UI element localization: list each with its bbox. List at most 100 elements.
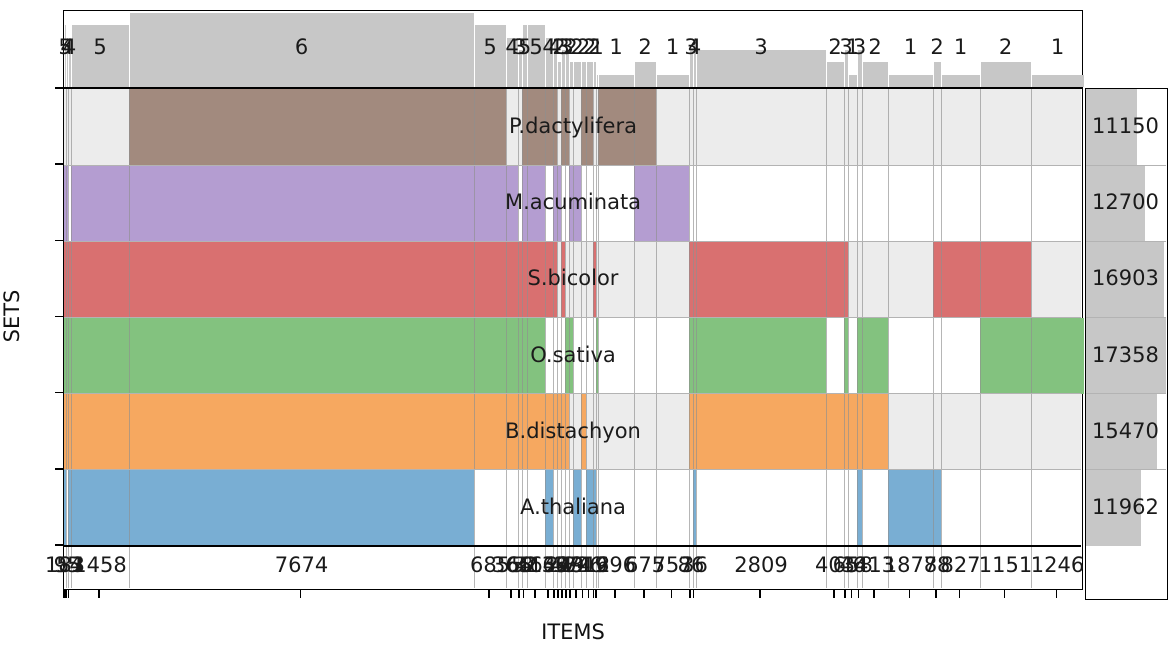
- intersection-degree-bar: [827, 62, 844, 87]
- x-axis-tick: [693, 590, 695, 598]
- membership-cell: [527, 165, 545, 241]
- membership-cell: [862, 318, 888, 394]
- x-axis-tick: [547, 590, 549, 598]
- membership-cell: [129, 89, 474, 165]
- x-axis-tick: [68, 590, 70, 598]
- x-axis-tick: [553, 590, 555, 598]
- y-axis-tick: [55, 163, 63, 165]
- x-axis-tick: [575, 590, 577, 598]
- membership-cell: [474, 89, 506, 165]
- membership-cell: [527, 89, 545, 165]
- membership-cell: [826, 394, 844, 470]
- set-total-label: 15470: [1092, 419, 1166, 443]
- intersection-degree-count: 3: [731, 35, 791, 59]
- x-axis-tick: [1004, 590, 1006, 598]
- membership-cell: [129, 470, 474, 546]
- intersection-degree-bar: [981, 62, 1031, 87]
- intersection-degree-bar: [587, 62, 593, 87]
- x-axis-tick: [671, 590, 673, 598]
- y-axis-tick: [55, 316, 63, 318]
- intersection-degree-bar: [635, 62, 656, 87]
- intersection-degree-count: 1: [1028, 35, 1088, 59]
- membership-cell: [506, 241, 518, 317]
- x-axis-tick: [565, 590, 567, 598]
- intersection-degree-bar: [889, 75, 933, 87]
- column-size-label: 1246: [998, 553, 1118, 577]
- x-axis-tick: [561, 590, 563, 598]
- set-total-label: 16903: [1092, 266, 1166, 290]
- x-axis-tick: [614, 590, 616, 598]
- x-axis-label: ITEMS: [513, 620, 633, 644]
- row-boundary-line: [64, 393, 1081, 394]
- intersection-degree-count: 5: [70, 35, 130, 59]
- membership-cell: [941, 241, 980, 317]
- membership-cell: [71, 470, 129, 546]
- intersection-degree-bar: [582, 62, 586, 87]
- x-axis-tick: [593, 590, 595, 598]
- row-boundary-line: [1086, 241, 1166, 242]
- x-axis-tick: [595, 590, 597, 598]
- membership-cell: [129, 318, 474, 394]
- set-total-label: 17358: [1092, 343, 1166, 367]
- x-axis-tick: [873, 590, 875, 598]
- intersection-degree-count: 2: [976, 35, 1036, 59]
- row-boundary-line: [64, 241, 1081, 242]
- x-axis-tick: [582, 590, 584, 598]
- y-axis-label: SETS: [0, 286, 24, 346]
- row-boundary-line: [1086, 317, 1166, 318]
- intersection-degree-bar: [849, 75, 857, 87]
- membership-cell: [474, 318, 506, 394]
- intersection-degree-bar: [863, 62, 888, 87]
- column-size-label: 7674: [242, 553, 362, 577]
- x-axis-tick: [935, 590, 937, 598]
- set-membership-grid: 1839554145876746853656852464169362443372…: [63, 88, 1083, 590]
- x-axis-tick: [63, 590, 65, 598]
- intersection-degree-bar: [1032, 75, 1084, 87]
- x-axis-tick: [844, 590, 846, 598]
- set-total-label: 11150: [1092, 114, 1166, 138]
- y-axis-tick: [55, 468, 63, 470]
- membership-cell: [656, 165, 689, 241]
- row-boundary-line: [64, 469, 1081, 470]
- membership-cell: [826, 241, 844, 317]
- intersection-degree-bar: [574, 62, 581, 87]
- x-axis-tick: [858, 590, 860, 598]
- row-boundary-line: [1086, 165, 1166, 166]
- set-total-label: 11962: [1092, 495, 1166, 519]
- membership-cell: [506, 394, 518, 470]
- x-axis-tick: [518, 590, 520, 598]
- membership-cell: [474, 165, 506, 241]
- y-axis-tick: [55, 544, 63, 546]
- row-boundary-line: [1086, 469, 1166, 470]
- x-axis-tick: [759, 590, 761, 598]
- x-axis-tick: [534, 590, 536, 598]
- membership-cell: [474, 241, 506, 317]
- x-axis-tick: [569, 590, 571, 598]
- x-axis-tick: [959, 590, 961, 598]
- x-axis-tick: [98, 590, 100, 598]
- membership-cell: [980, 318, 1031, 394]
- x-axis-tick: [523, 590, 525, 598]
- x-axis-tick: [643, 590, 645, 598]
- x-axis-tick: [65, 590, 67, 598]
- membership-cell: [129, 241, 474, 317]
- y-axis-tick: [55, 240, 63, 242]
- x-axis-tick: [689, 590, 691, 598]
- intersection-degree-bar: [599, 75, 634, 87]
- intersection-degree-bar: [597, 75, 598, 87]
- membership-cell: [634, 89, 656, 165]
- membership-cell: [634, 165, 656, 241]
- x-axis-tick: [909, 590, 911, 598]
- membership-cell: [129, 394, 474, 470]
- membership-cell: [506, 165, 518, 241]
- x-axis-tick: [588, 590, 590, 598]
- membership-cell: [71, 394, 129, 470]
- membership-cell: [527, 394, 545, 470]
- row-boundary-line: [64, 317, 1081, 318]
- membership-cell: [980, 241, 1031, 317]
- membership-cell: [527, 318, 545, 394]
- membership-cell: [862, 394, 888, 470]
- x-axis-tick: [300, 590, 302, 598]
- membership-cell: [598, 89, 634, 165]
- membership-cell: [696, 318, 826, 394]
